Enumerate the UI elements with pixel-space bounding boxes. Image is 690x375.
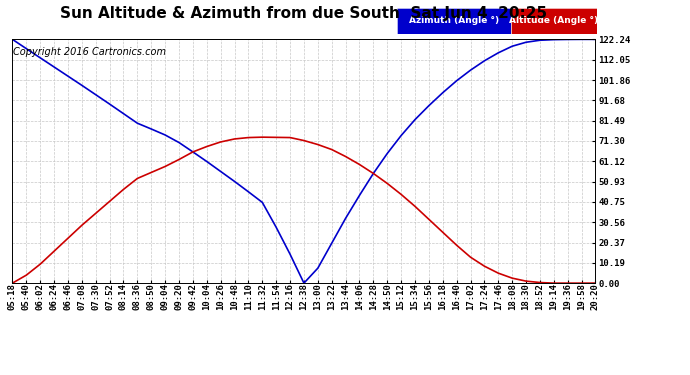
Text: Azimuth (Angle °): Azimuth (Angle °) <box>408 16 499 25</box>
Text: Copyright 2016 Cartronics.com: Copyright 2016 Cartronics.com <box>13 47 166 57</box>
Text: Altitude (Angle °): Altitude (Angle °) <box>509 16 598 25</box>
Text: Sun Altitude & Azimuth from due South  Sat Jun 4  20:25: Sun Altitude & Azimuth from due South Sa… <box>60 6 547 21</box>
